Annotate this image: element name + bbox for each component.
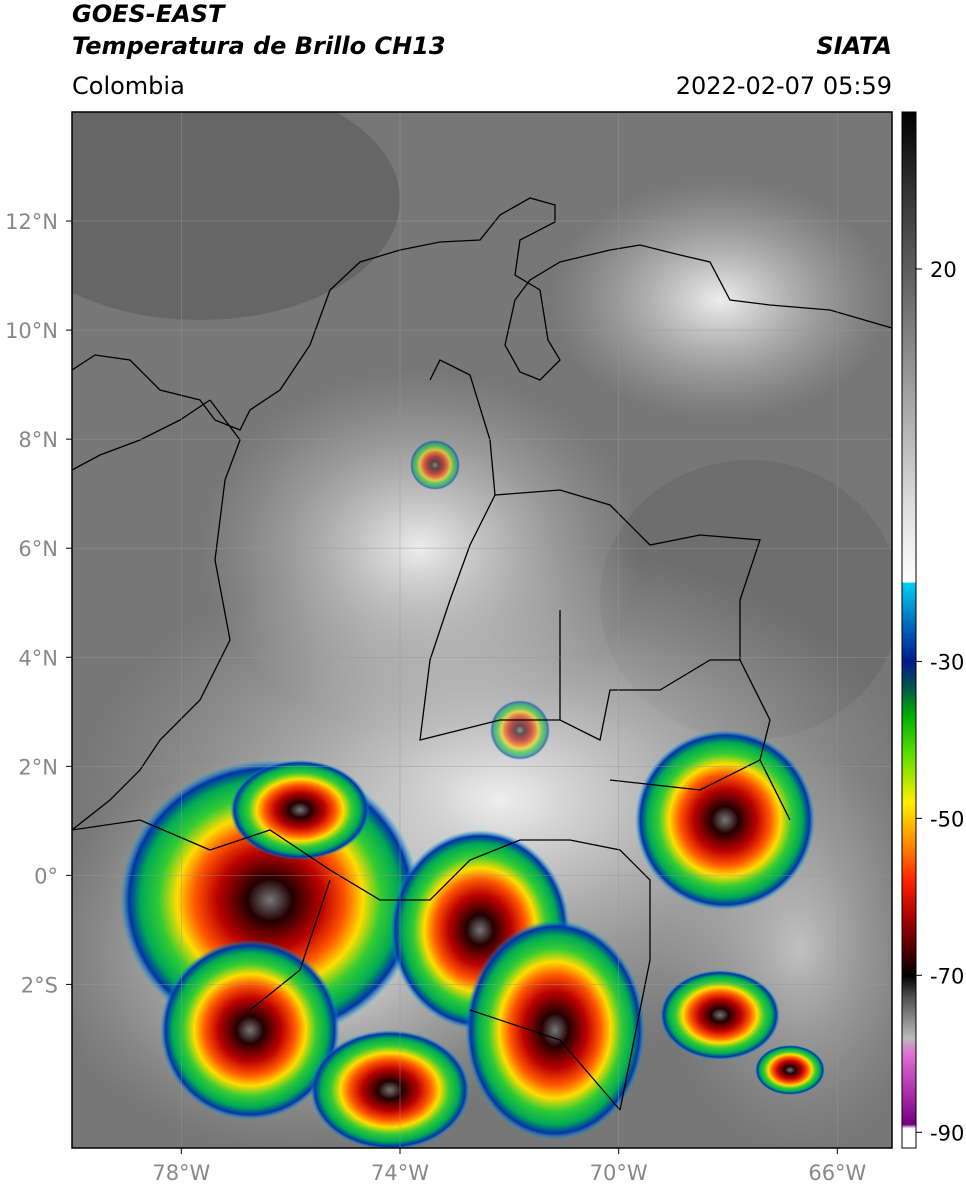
colorbar-tick-label: -90 (930, 1121, 964, 1145)
y-tick-label: 8°N (18, 428, 58, 452)
x-tick-label: 70°W (590, 1161, 648, 1185)
subtitle: Temperatura de Brillo CH13 (72, 32, 446, 60)
map-image (72, 112, 892, 1148)
x-tick-label: 66°W (808, 1161, 866, 1185)
x-tick-label: 74°W (371, 1161, 429, 1185)
region: Colombia (72, 72, 185, 100)
y-tick-label: 0° (34, 864, 58, 888)
colorbar-tick-label: 20 (930, 258, 957, 282)
colorbar (901, 111, 917, 1149)
datetime: 2022-02-07 05:59 (676, 72, 892, 100)
colorbar-tick-label: -30 (930, 650, 964, 674)
x-tick-label: 78°W (152, 1161, 210, 1185)
colorbar-tick-label: -50 (930, 807, 964, 831)
y-tick-label: 4°N (18, 646, 58, 670)
y-tick-label: 6°N (18, 537, 58, 561)
map-frame (71, 111, 893, 1149)
title: GOES-EAST (72, 0, 226, 28)
y-tick-label: 12°N (5, 210, 58, 234)
source: SIATA (816, 32, 892, 60)
y-tick-label: 2°S (21, 973, 58, 997)
y-tick-label: 10°N (5, 319, 58, 343)
colorbar-tick-label: -70 (930, 964, 964, 988)
y-tick-label: 2°N (18, 755, 58, 779)
